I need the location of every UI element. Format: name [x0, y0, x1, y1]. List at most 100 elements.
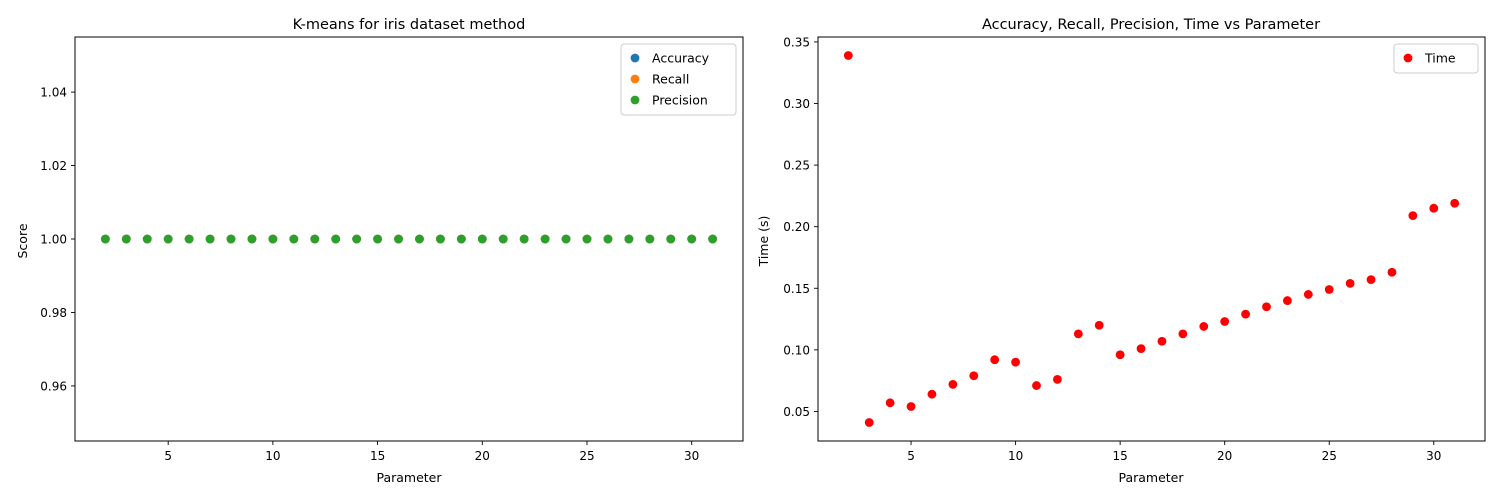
- data-point-time: [1115, 350, 1125, 360]
- data-point-precision: [436, 234, 445, 244]
- data-point-time: [1366, 275, 1376, 285]
- data-point-precision: [415, 234, 424, 244]
- data-point-time: [1178, 329, 1188, 339]
- legend-label: Time: [1424, 51, 1456, 66]
- legend-label: Recall: [652, 72, 689, 87]
- y-tick-label: 0.35: [783, 35, 810, 49]
- data-point-time: [1345, 278, 1355, 288]
- data-point-time: [990, 355, 1000, 365]
- data-point-precision: [666, 234, 676, 244]
- legend: Time: [1393, 43, 1479, 74]
- data-point-time: [1011, 357, 1020, 367]
- data-point-time: [864, 418, 874, 427]
- data-point-precision: [205, 234, 215, 244]
- y-tick-label: 0.30: [783, 97, 810, 111]
- data-point-precision: [394, 234, 403, 244]
- data-point-time: [843, 51, 853, 60]
- y-tick-label: 0.20: [783, 220, 810, 234]
- y-tick-label: 0.10: [783, 343, 810, 357]
- legend-marker: [1403, 53, 1413, 63]
- y-axis-label: Score: [15, 223, 30, 258]
- plot-frame: [74, 36, 744, 442]
- data-point-precision: [247, 234, 257, 244]
- y-tick-label: 1.02: [40, 159, 67, 173]
- data-point-time: [1241, 309, 1250, 319]
- y-axis-label: Time (s): [756, 216, 771, 268]
- data-point-time: [1429, 203, 1439, 213]
- axis-ticks: 5 10 15 20 25 30 0.05 0.10 0.15 0.20 0.25 0.30 0.35: [783, 35, 1441, 463]
- data-point-precision: [331, 234, 341, 244]
- data-point-time: [1136, 344, 1146, 354]
- x-tick-label: 15: [370, 449, 385, 463]
- data-point-precision: [540, 234, 550, 244]
- legend-marker: [630, 74, 640, 84]
- data-point-time: [906, 402, 916, 411]
- data-point-precision: [687, 234, 697, 244]
- data-point-time: [1157, 336, 1167, 346]
- chart-time: Accuracy, Recall, Precision, Time vs Par…: [756, 17, 1486, 485]
- data-point-precision: [352, 234, 362, 244]
- x-tick-label: 30: [1426, 449, 1441, 463]
- x-tick-label: 25: [579, 449, 594, 463]
- y-tick-label: 0.98: [40, 306, 67, 320]
- data-point-time: [1094, 320, 1104, 330]
- data-point-precision: [456, 234, 466, 244]
- data-point-precision: [582, 234, 592, 244]
- data-point-time: [969, 371, 979, 381]
- x-axis-label: Parameter: [1118, 470, 1184, 485]
- data-point-time: [948, 379, 958, 389]
- legend-marker: [630, 53, 640, 63]
- x-tick-label: 15: [1112, 449, 1127, 463]
- y-tick-label: 0.05: [783, 405, 810, 419]
- x-tick-label: 30: [684, 449, 699, 463]
- chart-title: Accuracy, Recall, Precision, Time vs Par…: [982, 17, 1320, 33]
- data-point-precision: [268, 234, 278, 244]
- data-point-precision: [624, 234, 634, 244]
- y-tick-label: 1.04: [40, 86, 67, 100]
- data-point-precision: [561, 234, 571, 244]
- data-point-precision: [498, 234, 508, 244]
- data-points: [843, 51, 1460, 427]
- data-point-time: [1450, 198, 1460, 208]
- data-point-precision: [121, 234, 131, 244]
- x-tick-label: 20: [1217, 449, 1232, 463]
- y-tick-label: 0.25: [783, 159, 810, 173]
- data-point-time: [1073, 329, 1083, 339]
- data-point-time: [885, 398, 895, 408]
- data-point-precision: [519, 234, 529, 244]
- data-point-time: [1283, 296, 1292, 305]
- data-point-time: [1408, 211, 1418, 220]
- data-point-precision: [226, 234, 236, 244]
- data-point-time: [1032, 381, 1041, 390]
- data-point-precision: [289, 234, 299, 244]
- data-point-precision: [163, 234, 173, 244]
- y-tick-label: 0.15: [783, 282, 810, 296]
- x-tick-label: 10: [1008, 449, 1023, 463]
- x-tick-label: 5: [164, 449, 172, 463]
- data-point-precision: [184, 234, 194, 244]
- data-point-precision: [603, 234, 613, 244]
- data-point-time: [1262, 302, 1271, 312]
- data-point-precision: [100, 234, 110, 244]
- x-tick-label: 25: [1322, 449, 1337, 463]
- plot-frame: [817, 36, 1486, 442]
- legend: Accuracy Recall Precision: [620, 43, 737, 116]
- legend-marker: [630, 95, 640, 105]
- x-tick-label: 10: [265, 449, 280, 463]
- data-point-time: [1303, 290, 1313, 299]
- x-tick-label: 20: [475, 449, 490, 463]
- y-tick-label: 0.96: [40, 379, 67, 393]
- x-tick-label: 5: [907, 449, 915, 463]
- x-axis-label: Parameter: [376, 470, 442, 485]
- y-tick-label: 1.00: [40, 233, 67, 247]
- data-point-precision: [310, 234, 320, 244]
- legend-label: Accuracy: [652, 51, 710, 66]
- axis-ticks: 5 10 15 20 25 30 0.96 0.98 1.00 1.02 1.04: [40, 86, 699, 463]
- data-point-time: [1324, 285, 1334, 294]
- data-point-precision: [373, 234, 382, 244]
- data-point-precision: [708, 234, 718, 244]
- data-point-time: [1199, 322, 1209, 331]
- data-point-precision: [142, 234, 152, 244]
